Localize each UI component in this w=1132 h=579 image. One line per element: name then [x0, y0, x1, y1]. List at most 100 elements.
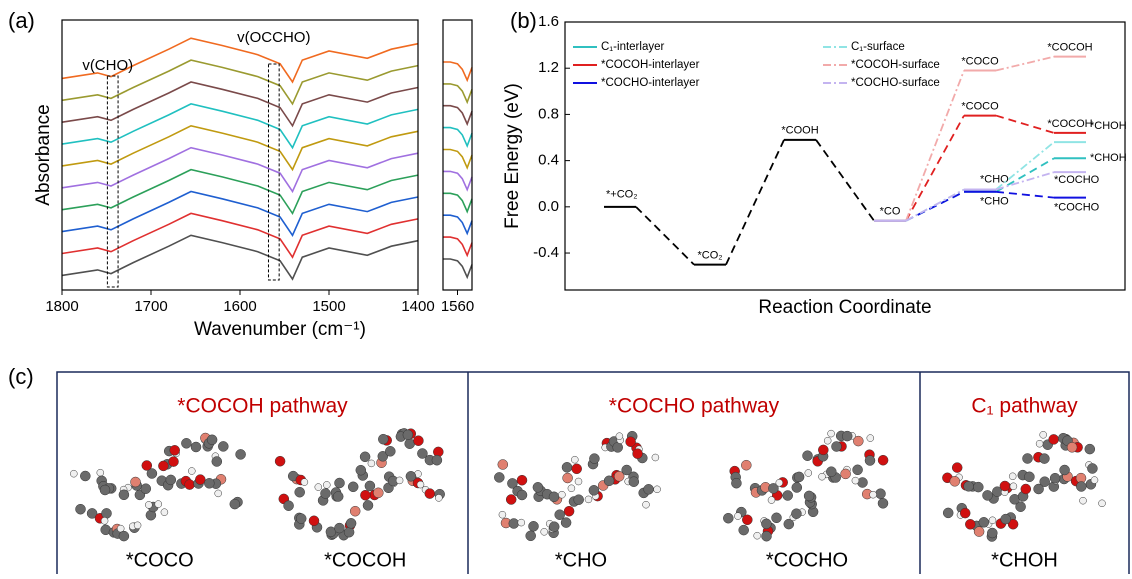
- atom: [568, 485, 575, 492]
- atom: [212, 457, 222, 467]
- atom: [762, 531, 772, 541]
- atom: [309, 516, 319, 526]
- atom: [350, 506, 360, 516]
- atom: [852, 477, 859, 484]
- atom: [987, 528, 997, 538]
- atom: [561, 518, 571, 528]
- atom: [356, 465, 366, 475]
- atom: [161, 509, 168, 516]
- level-label: *COCHO: [1054, 201, 1100, 213]
- structure-caption: *COCHO: [766, 549, 848, 571]
- level-label: *CHOH: [1090, 120, 1127, 132]
- atom: [166, 475, 176, 485]
- atom: [230, 499, 240, 509]
- annotation: v(OCCHO): [237, 29, 310, 46]
- legend-label: *COCOH-interlayer: [601, 59, 700, 71]
- x-axis-title: Wavenumber (cm⁻¹): [194, 319, 366, 340]
- molecule: [70, 433, 245, 541]
- atom: [284, 501, 294, 511]
- legend-label: C₁-surface: [851, 41, 905, 53]
- atom: [973, 482, 983, 492]
- atom: [1040, 431, 1047, 438]
- x-tick-label: 1500: [312, 298, 345, 315]
- atom: [549, 492, 559, 502]
- y-tick-label: 1.2: [538, 59, 559, 76]
- atom: [378, 434, 388, 444]
- atom: [783, 491, 793, 501]
- annotation-box: [107, 76, 118, 287]
- spectrum: [443, 259, 472, 277]
- atom: [952, 463, 962, 473]
- atom: [742, 515, 752, 525]
- spectrum: [443, 106, 472, 124]
- atom: [549, 522, 559, 532]
- atom: [499, 511, 506, 518]
- atom: [406, 471, 416, 481]
- atom: [1085, 444, 1095, 454]
- atom: [518, 519, 525, 526]
- level-label: *CHO: [980, 196, 1009, 208]
- atom: [385, 446, 395, 456]
- level-label: *CO₂: [697, 249, 722, 261]
- atom: [643, 501, 650, 508]
- spectrum: [62, 126, 418, 170]
- atom: [585, 496, 592, 503]
- atom: [134, 522, 141, 529]
- atom: [575, 478, 582, 485]
- connector: [906, 71, 964, 221]
- atom: [506, 495, 516, 505]
- atom: [344, 527, 354, 537]
- molecule: [942, 431, 1105, 541]
- atom: [589, 454, 599, 464]
- atom: [1087, 464, 1097, 474]
- atom: [960, 508, 970, 518]
- atom: [604, 476, 614, 486]
- atom: [853, 436, 863, 446]
- spectrum: [443, 171, 472, 189]
- atom: [805, 470, 812, 477]
- atom: [1091, 477, 1098, 484]
- atom: [1021, 484, 1031, 494]
- connector: [996, 57, 1054, 71]
- atom: [215, 490, 222, 497]
- atom: [204, 478, 214, 488]
- atom: [741, 460, 751, 470]
- y-tick-label: 0.0: [538, 198, 559, 215]
- spectrum: [62, 192, 418, 236]
- atom: [100, 485, 110, 495]
- atom: [974, 527, 984, 537]
- level-label: *COCHO: [1054, 174, 1100, 186]
- atom: [979, 517, 989, 527]
- atom: [853, 465, 863, 475]
- atom: [870, 491, 877, 498]
- atom: [218, 441, 228, 451]
- atom: [828, 430, 835, 437]
- level-label: *+CO₂: [606, 189, 637, 201]
- atom: [296, 514, 306, 524]
- atom: [432, 455, 442, 465]
- atom: [1060, 465, 1070, 475]
- atom: [723, 513, 733, 523]
- atom: [555, 510, 565, 520]
- atom: [876, 489, 886, 499]
- atom: [768, 497, 775, 504]
- atom: [131, 477, 141, 487]
- atom: [76, 504, 86, 514]
- spectrum: [62, 170, 418, 214]
- y-axis-title: Absorbance: [33, 104, 54, 205]
- atom: [858, 478, 868, 488]
- atom: [526, 531, 536, 541]
- atom: [188, 468, 195, 475]
- y-tick-label: 0.4: [538, 152, 559, 169]
- x-tick-label: 1700: [134, 298, 167, 315]
- spectrum: [443, 215, 472, 233]
- structure-caption: *COCO: [126, 549, 194, 571]
- x-tick-label: 1400: [401, 298, 434, 315]
- panel-label: (c): [8, 364, 34, 389]
- atom: [1039, 454, 1049, 464]
- atom: [731, 478, 741, 488]
- atom: [878, 498, 888, 508]
- legend-label: *COCHO-surface: [851, 77, 940, 89]
- atom: [654, 486, 661, 493]
- atom: [776, 479, 783, 486]
